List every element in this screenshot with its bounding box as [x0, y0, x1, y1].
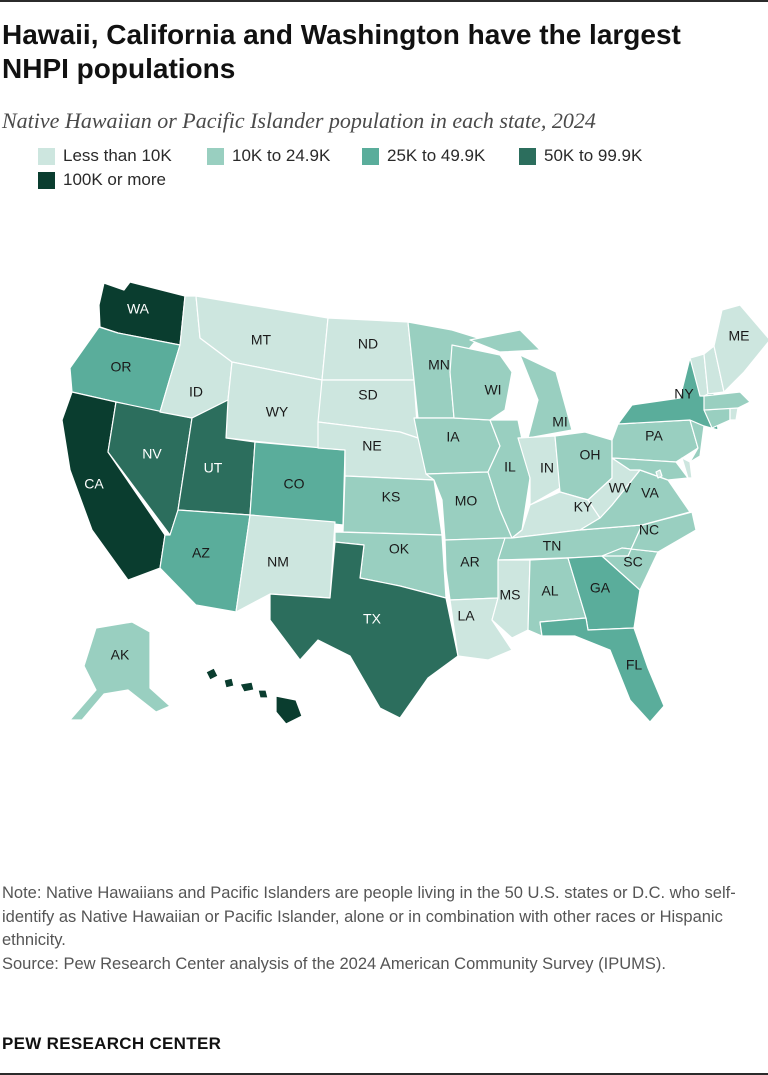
label-al: AL [541, 583, 558, 599]
label-mt: MT [251, 332, 272, 348]
label-mi: MI [552, 414, 568, 430]
legend-label: Less than 10K [63, 146, 172, 165]
label-ga: GA [590, 580, 611, 596]
label-ny: NY [674, 386, 694, 402]
footnote: Note: Native Hawaiians and Pacific Islan… [2, 882, 766, 976]
legend-item-50k-to-99-9k: 50K to 99.9K [519, 146, 642, 166]
label-il: IL [504, 459, 516, 475]
label-nd: ND [358, 336, 378, 352]
legend-swatch [362, 147, 379, 165]
label-pa: PA [645, 428, 663, 444]
label-nm: NM [267, 554, 289, 570]
state-hi [205, 667, 303, 725]
state-ma [703, 391, 751, 411]
legend-swatch [207, 147, 224, 165]
label-az: AZ [192, 545, 210, 561]
label-la: LA [457, 608, 475, 624]
legend-label: 50K to 99.9K [544, 146, 643, 165]
state-wi [449, 344, 513, 421]
state-dc [655, 469, 663, 479]
state-ri [729, 407, 739, 421]
label-nv: NV [142, 446, 162, 462]
state-tx [269, 541, 459, 719]
label-wi: WI [484, 382, 501, 398]
label-id: ID [189, 384, 203, 400]
top-rule [0, 0, 768, 2]
state-ak [69, 621, 171, 721]
label-me: ME [729, 328, 750, 344]
state-de [681, 457, 693, 479]
state-ia [413, 417, 501, 475]
state-me [713, 304, 768, 393]
label-ne: NE [362, 438, 381, 454]
label-wv: WV [609, 480, 632, 496]
label-hi: HI [245, 707, 259, 723]
state-fl [539, 617, 665, 723]
label-tn: TN [543, 538, 562, 554]
source-text: Source: Pew Research Center analysis of … [2, 954, 666, 973]
label-or: OR [111, 359, 132, 375]
state-in [517, 435, 561, 506]
label-oh: OH [580, 447, 601, 463]
legend-label: 100K or more [63, 170, 166, 189]
us-choropleth-map: WA OR CA NV ID MT WY UT CO AZ NM ND SD N… [61, 281, 768, 725]
label-va: VA [641, 485, 659, 501]
legend-swatch [38, 171, 55, 189]
label-co: CO [284, 476, 305, 492]
chart-subtitle: Native Hawaiian or Pacific Islander popu… [2, 108, 596, 133]
label-in: IN [540, 460, 554, 476]
label-fl: FL [626, 657, 643, 673]
legend-swatch [38, 147, 55, 165]
chart-title: Hawaii, California and Washington have t… [2, 19, 681, 84]
label-wy: WY [266, 404, 289, 420]
label-nc: NC [639, 522, 659, 538]
legend-item-25k-to-49-9k: 25K to 49.9K [362, 146, 485, 166]
label-ut: UT [204, 460, 223, 476]
label-ok: OK [389, 541, 410, 557]
legend-swatch [519, 147, 536, 165]
label-tx: TX [363, 611, 382, 627]
state-ks [342, 475, 443, 536]
label-ms: MS [500, 587, 521, 603]
state-az [159, 509, 251, 613]
pew-research-center-logo: PEW RESEARCH CENTER [2, 1034, 222, 1053]
label-mo: MO [455, 493, 478, 509]
label-sc: SC [623, 554, 642, 570]
label-ia: IA [446, 429, 460, 445]
legend-item-less-than-10k: Less than 10K [38, 146, 172, 166]
legend-item-10k-to-24-9k: 10K to 24.9K [207, 146, 330, 166]
label-sd: SD [358, 387, 377, 403]
label-ar: AR [460, 554, 479, 570]
label-mn: MN [428, 357, 450, 373]
state-vt [689, 353, 709, 397]
label-ks: KS [382, 489, 401, 505]
label-ca: CA [84, 476, 104, 492]
legend-label: 10K to 24.9K [232, 146, 331, 165]
note-text: Note: Native Hawaiians and Pacific Islan… [2, 884, 736, 949]
legend-item-100k-or-more: 100K or more [38, 170, 166, 190]
legend-label: 25K to 49.9K [387, 146, 486, 165]
label-wa: WA [127, 301, 150, 317]
label-ak: AK [111, 647, 130, 663]
label-ky: KY [574, 499, 593, 515]
state-md [611, 457, 689, 481]
bottom-rule [0, 1073, 768, 1075]
